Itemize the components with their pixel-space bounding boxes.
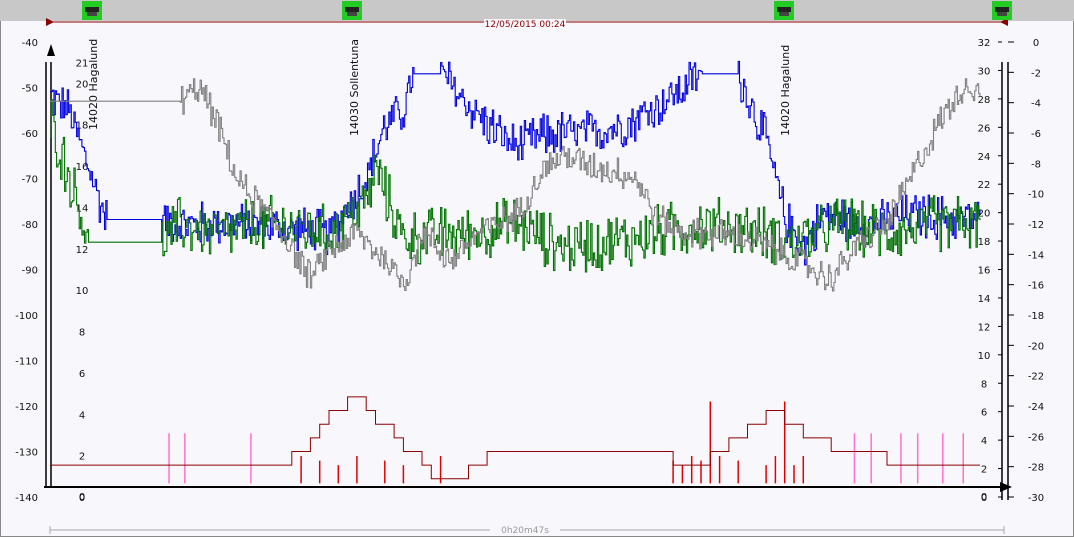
left-outer-tick-label: -90 [22,266,38,277]
right-inner-tick-label: 28 [978,95,991,106]
left-inner-tick-label: 14 [76,203,89,214]
left-inner-tick-label: 2 [79,452,85,463]
right-outer-tick-label: -16 [1028,281,1044,292]
series-green-line [50,99,981,273]
left-inner-tick-label: 4 [79,410,85,421]
right-outer-tick-label: -30 [1028,493,1044,504]
right-inner-tick-label: 30 [978,66,991,77]
right-inner-tick-label: 26 [978,123,991,134]
right-outer-tick-label: -18 [1028,311,1044,322]
left-inner-tick-label: 20 [76,79,89,90]
right-inner-tick-label: 2 [981,465,987,476]
left-outer-tick-label: -70 [22,175,38,186]
right-inner-tick-label: 6 [981,408,987,419]
right-inner-tick-label: 10 [978,351,991,362]
timestamp-label: 12/05/2015 00:24 [485,20,566,30]
left-inner-tick-label: 6 [79,369,85,380]
right-outer-tick-label: -22 [1028,372,1044,383]
left-outer-tick-label: -80 [22,220,38,231]
right-inner-tick-label: 4 [981,436,987,447]
x-tick-right-zero: 0 [981,492,987,503]
right-inner-tick-label: 12 [978,322,991,333]
station-label-2: 14030 Sollentuna [348,39,361,136]
right-inner-tick-label: 32 [978,38,991,49]
left-axis-arrow [47,44,55,56]
x-tick-left-zero: 0 [79,492,85,503]
car-station-icon[interactable] [82,1,102,20]
right-outer-tick-label: -20 [1028,341,1044,352]
left-outer-tick-label: -40 [22,38,38,49]
right-outer-tick-label: -10 [1028,190,1044,201]
timeline-left-arrow [46,18,54,26]
series-gray-line [50,78,981,292]
right-outer-tick-label: -26 [1028,432,1044,443]
left-outer-tick-label: -120 [15,402,38,413]
series-darkred-line [50,396,980,480]
car-station-icon[interactable] [774,1,794,20]
right-inner-tick-label: 8 [981,379,987,390]
left-inner-tick-label: 8 [79,328,85,339]
right-outer-tick-label: -14 [1028,250,1044,261]
left-inner-tick-label: 0 [79,493,85,504]
x-axis-arrow [1000,482,1012,492]
right-outer-tick-label: -2 [1031,68,1041,79]
left-outer-tick-label: -100 [15,311,38,322]
right-inner-tick-label: 0 [981,493,987,504]
right-inner-tick-label: 14 [978,294,991,305]
right-inner-tick-label: 24 [978,152,991,163]
station-label-1: 14020 Hagalund [87,39,100,130]
right-inner-tick-label: 22 [978,180,991,191]
right-inner-tick-label: 20 [978,209,991,220]
timestamp-bg [484,19,566,29]
right-inner-tick-label: 16 [978,266,991,277]
right-outer-tick-label: 0 [1033,38,1039,49]
station-label-3: 14020 Hagalund [779,45,792,136]
left-outer-tick-label: -110 [15,357,38,368]
car-station-icon[interactable] [992,1,1012,20]
left-inner-tick-label: 10 [76,286,89,297]
left-outer-tick-label: -140 [15,493,38,504]
top-bar [0,0,1074,21]
right-outer-tick-label: -28 [1028,463,1044,474]
car-station-icon[interactable] [342,1,362,20]
left-inner-tick-label: 16 [76,162,89,173]
right-inner-tick-label: 18 [978,237,991,248]
duration-bg [490,523,560,535]
left-outer-tick-label: -130 [15,448,38,459]
left-inner-tick-label: 21 [76,59,89,70]
right-outer-tick-label: -6 [1031,129,1041,140]
left-inner-tick-label: 18 [76,121,89,132]
right-outer-tick-label: -12 [1028,220,1044,231]
right-outer-tick-label: -24 [1028,402,1044,413]
right-outer-tick-label: -8 [1031,159,1041,170]
left-outer-tick-label: -60 [22,129,38,140]
right-outer-tick-label: -4 [1031,99,1041,110]
duration-label: 0h20m47s [501,526,549,536]
left-outer-tick-label: -50 [22,84,38,95]
left-inner-tick-label: 12 [76,245,89,256]
